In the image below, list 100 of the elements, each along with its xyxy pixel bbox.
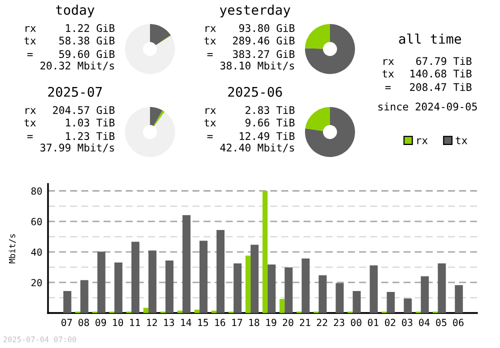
bar xyxy=(336,283,344,313)
y-tick-label: 40 xyxy=(31,248,42,256)
x-tick-label: 15 xyxy=(198,318,208,326)
text: 1.23 TiB xyxy=(66,132,115,140)
text: 204.57 GiB xyxy=(53,106,115,114)
y-tick-label: 20 xyxy=(31,278,42,286)
bar xyxy=(438,263,446,313)
text: 1.03 TiB xyxy=(66,118,115,127)
bar xyxy=(302,258,310,313)
x-tick-label: 18 xyxy=(249,318,260,326)
donut-slice xyxy=(154,110,165,126)
bar xyxy=(63,291,72,313)
bar xyxy=(148,250,156,313)
x-tick-label: 10 xyxy=(113,318,124,326)
text: rx xyxy=(26,26,36,32)
text: 37.99 Mbit/s xyxy=(40,143,114,152)
bar xyxy=(454,285,463,313)
bar xyxy=(245,256,251,313)
text: 58.38 GiB xyxy=(59,36,115,45)
bar xyxy=(200,240,208,313)
bar xyxy=(404,298,412,313)
text: 208.47 TiB xyxy=(410,82,472,92)
x-tick-label: 17 xyxy=(232,318,242,326)
bar xyxy=(80,280,88,313)
y-axis-title: Mbit/s xyxy=(8,234,16,264)
x-tick-label: 19 xyxy=(266,318,276,326)
donut-slice xyxy=(305,107,355,157)
legend-label: rx xyxy=(417,138,428,144)
x-tick-label: 13 xyxy=(164,318,174,326)
text: 59.60 GiB xyxy=(59,50,115,58)
bar xyxy=(182,215,190,313)
text: 20.32 Mbit/s xyxy=(40,61,114,70)
text: 1.22 GiB xyxy=(66,24,115,32)
text: 42.40 Mbit/s xyxy=(220,143,294,152)
text: 2.83 TiB xyxy=(246,106,295,114)
text: 38.10 Mbit/s xyxy=(220,61,294,70)
text: = xyxy=(385,86,391,90)
text: tx xyxy=(382,70,394,78)
text: tx xyxy=(204,37,216,44)
x-tick-label: 14 xyxy=(181,318,192,326)
x-tick-label: 11 xyxy=(130,318,140,326)
bar xyxy=(386,292,395,313)
text: 289.46 GiB xyxy=(233,36,295,45)
x-tick-label: 03 xyxy=(402,318,412,326)
x-tick-label: 01 xyxy=(368,318,378,326)
bar xyxy=(143,308,148,313)
y-tick-label: 80 xyxy=(31,187,42,195)
donut-slice xyxy=(305,24,355,74)
chart-title: today xyxy=(56,4,94,18)
donut-slice xyxy=(305,107,330,131)
text: = xyxy=(27,135,33,138)
x-tick-label: 20 xyxy=(282,318,294,326)
chart-title: 2025-07 xyxy=(48,86,102,97)
x-tick-label: 06 xyxy=(453,318,464,326)
text: 383.27 GiB xyxy=(232,50,295,58)
x-tick-label: 04 xyxy=(419,318,430,326)
x-tick-label: 22 xyxy=(316,318,328,326)
x-tick-label: 08 xyxy=(78,318,89,326)
legend-label: tx xyxy=(456,136,468,144)
text: = xyxy=(27,53,33,56)
x-tick-label: 12 xyxy=(147,318,157,326)
x-tick-label: 05 xyxy=(436,318,446,326)
text: 67.79 TiB xyxy=(416,56,472,66)
text: 140.68 TiB xyxy=(410,69,472,78)
donut-slice xyxy=(125,24,175,74)
text: since 2024-09-05 xyxy=(378,102,477,111)
text: rx xyxy=(26,108,36,114)
bar xyxy=(97,252,106,313)
bar xyxy=(268,264,276,313)
x-tick-label: 02 xyxy=(384,318,396,326)
y-tick-label: 60 xyxy=(31,218,42,226)
text: tx xyxy=(24,37,36,44)
chart-title: 2025-06 xyxy=(228,86,282,97)
text: rx xyxy=(206,108,216,114)
donut-slice xyxy=(156,35,172,46)
text: = xyxy=(207,135,213,138)
chart-title: yesterday xyxy=(220,4,290,18)
bar xyxy=(165,260,174,313)
text: all time xyxy=(399,34,461,44)
bar xyxy=(370,265,378,313)
bar xyxy=(234,263,242,313)
bar xyxy=(420,276,429,313)
x-tick-label: 16 xyxy=(215,318,226,326)
bar xyxy=(318,275,327,313)
text: = xyxy=(207,53,213,56)
donut-slice xyxy=(305,24,330,49)
bar xyxy=(250,244,259,313)
bar xyxy=(262,190,268,313)
x-tick-label: 09 xyxy=(96,318,106,326)
bar xyxy=(352,291,361,313)
text: 93.80 GiB xyxy=(239,24,295,32)
donut-slice xyxy=(125,107,175,157)
x-tick-label: 07 xyxy=(62,318,72,326)
bar xyxy=(194,310,200,313)
text: tx xyxy=(24,119,36,126)
text: 12.49 TiB xyxy=(240,132,295,140)
donut-slice xyxy=(150,107,163,126)
x-tick-label: 23 xyxy=(334,318,344,326)
donut-slice xyxy=(150,24,171,46)
x-tick-label: 21 xyxy=(300,318,310,326)
